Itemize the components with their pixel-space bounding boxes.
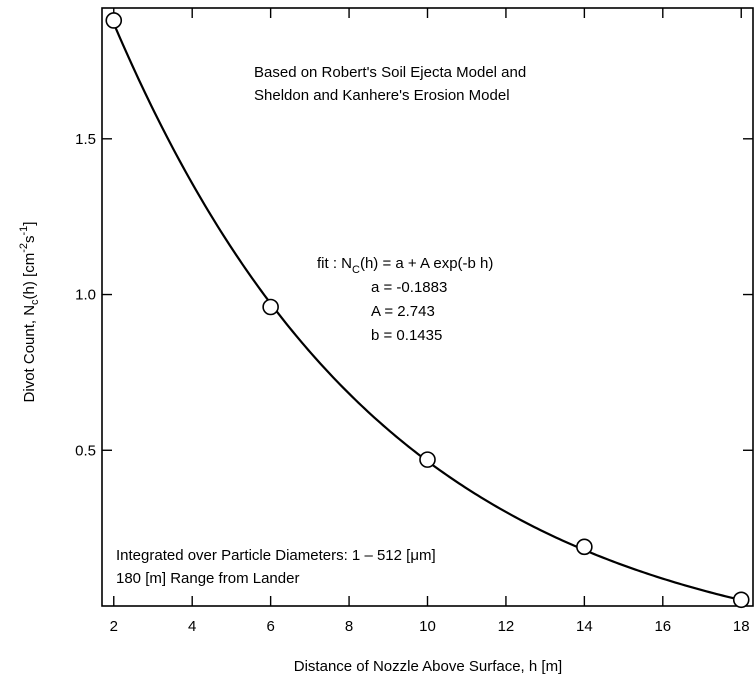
x-tick-label: 16 xyxy=(654,618,671,635)
data-point xyxy=(732,591,750,609)
x-tick-label: 8 xyxy=(345,618,353,635)
fit-param-b: b = 0.1435 xyxy=(371,327,442,344)
x-axis-title: Distance of Nozzle Above Surface, h [m] xyxy=(294,658,562,675)
x-tick-labels: 2 4 6 8 10 12 14 16 18 xyxy=(110,618,750,635)
y-tick-label: 1.5 xyxy=(75,131,96,148)
data-point xyxy=(262,298,279,316)
y-tick-label: 0.5 xyxy=(75,442,96,459)
fit-param-A: A = 2.743 xyxy=(371,303,435,320)
annotation-top-line1: Based on Robert's Soil Ejecta Model and xyxy=(254,64,526,81)
y-tick-label: 1.0 xyxy=(75,287,96,304)
x-tick-label: 12 xyxy=(498,618,515,635)
x-tick-label: 14 xyxy=(576,618,593,635)
data-points xyxy=(105,12,750,609)
x-tick-label: 10 xyxy=(419,618,436,635)
x-tick-label: 18 xyxy=(733,618,750,635)
annotation-top-line2: Sheldon and Kanhere's Erosion Model xyxy=(254,87,510,104)
fit-param-a: a = -0.1883 xyxy=(371,279,447,296)
x-tick-label: 4 xyxy=(188,618,196,635)
annotation-bottom-line1: Integrated over Particle Diameters: 1 – … xyxy=(116,547,436,564)
data-point xyxy=(576,538,593,556)
x-tick-label: 2 xyxy=(110,618,118,635)
data-point xyxy=(105,12,123,29)
y-axis-title: Divot Count, Nc(h) [cm-2s-1] xyxy=(18,222,41,403)
y-tick-labels: 0.5 1.0 1.5 xyxy=(75,131,96,459)
data-point xyxy=(419,451,436,468)
annotation-bottom-line2: 180 [m] Range from Lander xyxy=(116,570,299,587)
x-tick-label: 6 xyxy=(266,618,274,635)
fit-equation: fit : NC(h) = a + A exp(-b h) xyxy=(317,255,493,276)
